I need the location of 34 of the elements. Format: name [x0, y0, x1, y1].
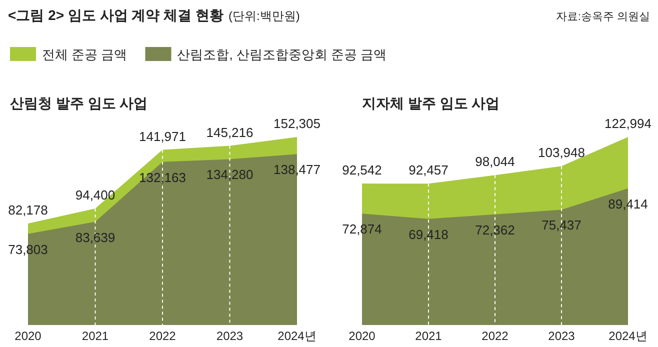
text: 자료:송옥주 의원실 [556, 11, 650, 23]
x-tick-label: 2024년 [278, 329, 316, 343]
data-label: 75,437 [542, 218, 582, 233]
x-tick-label: 2023 [548, 329, 576, 343]
data-label: 69,418 [408, 226, 448, 242]
chart-title: 지자체 발주 임도 사업 [362, 95, 500, 111]
data-label: 152,305 [274, 116, 320, 131]
text: <그림 2> 임도 사업 계약 체결 현황 [8, 7, 224, 23]
data-label: 141,971 [139, 128, 186, 144]
data-label: 103,948 [538, 145, 585, 160]
data-label: 92,457 [408, 162, 448, 178]
data-label: 83,639 [75, 230, 116, 245]
x-tick-label: 2021 [82, 329, 109, 343]
data-label: 72,874 [342, 222, 382, 237]
x-tick-label: 2022 [149, 329, 176, 343]
x-tick-label: 2022 [482, 329, 509, 343]
x-tick-label: 2021 [415, 329, 442, 343]
data-label: 122,994 [604, 116, 652, 131]
data-label: 134,280 [206, 167, 254, 182]
data-label: 82,178 [8, 202, 48, 218]
legend-label: 산림조합, 산림조합중앙회 준공 금액 [177, 47, 387, 62]
data-label: 145,216 [206, 124, 254, 140]
data-label: 72,362 [475, 222, 515, 238]
data-label: 89,414 [608, 196, 648, 212]
x-tick-label: 2024년 [608, 329, 648, 343]
legend-label: 전체 준공 금액 [42, 47, 128, 62]
text: (단위:백만원) [228, 9, 300, 23]
x-tick-label: 2020 [14, 329, 42, 343]
x-tick-label: 2023 [216, 329, 244, 343]
data-label: 73,803 [8, 242, 48, 257]
x-tick-label: 2020 [348, 329, 376, 343]
chart-title: 산림청 발주 임도 사업 [10, 95, 148, 111]
data-label: 92,542 [342, 162, 382, 178]
data-label: 98,044 [475, 154, 515, 170]
